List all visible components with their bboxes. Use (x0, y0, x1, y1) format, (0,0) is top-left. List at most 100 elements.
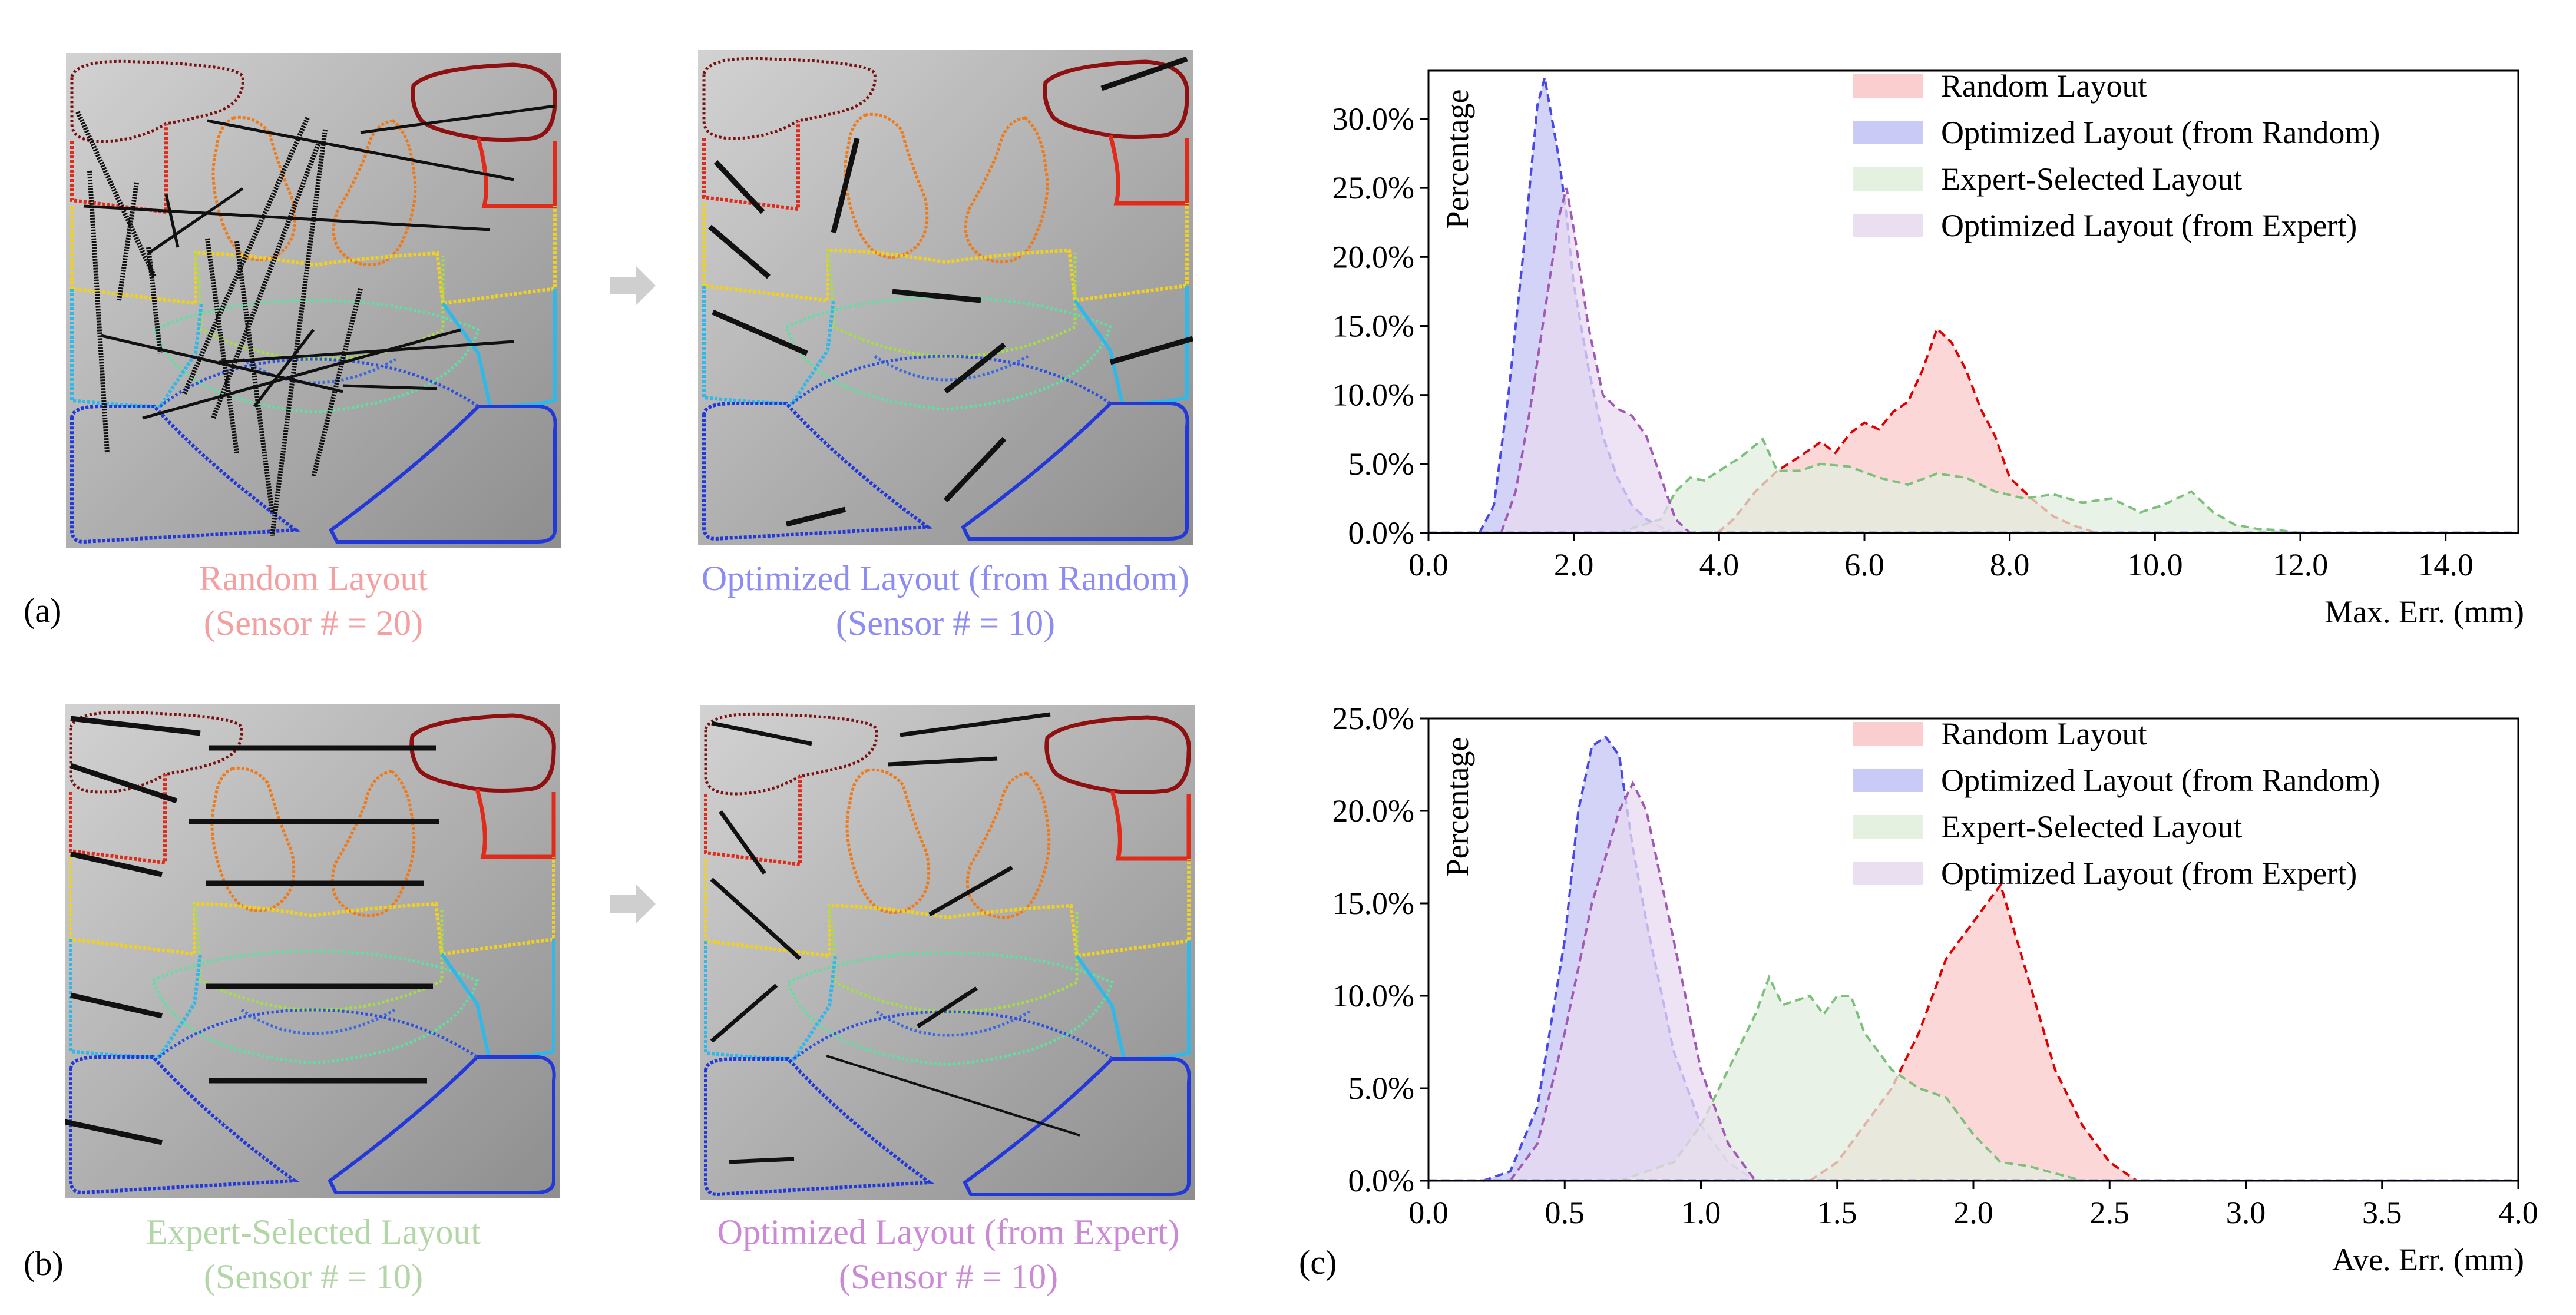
legend-swatch (1853, 769, 1923, 792)
panel-label-a: (a) (24, 591, 62, 630)
sensor-line (70, 763, 178, 804)
legend-swatch (1853, 167, 1923, 191)
sensor-line (147, 187, 244, 255)
max-error-chart: 0.0 2.0 4.0 6.0 8.0 10.0 12.0 14.0 0.0% 5.0% 10.0%… (1332, 68, 2524, 630)
y-tick-label: 15.0% (1332, 309, 1414, 344)
arrow-right-icon (610, 266, 656, 305)
sensor-line (831, 137, 860, 234)
panel-label-c: (c) (1299, 1243, 1337, 1281)
x-tick-label: 0.5 (1545, 1195, 1585, 1230)
expert-layout-subtitle: (Sensor # = 10) (203, 1257, 424, 1296)
sensor-line (1109, 336, 1193, 365)
legend-label: Optimized Layout (from Random) (1941, 763, 2380, 798)
series-line (1809, 882, 2138, 1182)
sensor-line (1100, 56, 1188, 91)
expert-layout-map (65, 704, 560, 1198)
sensor-line (270, 129, 328, 536)
legend-label: Optimized Layout (from Expert) (1941, 208, 2357, 243)
x-tick-label: 2.5 (2090, 1195, 2130, 1230)
x-tick-label: 8.0 (1990, 547, 2030, 582)
sensor-line (342, 384, 438, 390)
sensor-line (943, 436, 1007, 503)
sensor-line (712, 309, 808, 356)
optimized-random-caption: Optimized Layout (from Random) (Sensor #… (654, 556, 1237, 645)
optimized-expert-subtitle: (Sensor # = 10) (838, 1257, 1059, 1296)
x-tick-label: 0.0 (1408, 547, 1449, 582)
optimized-random-subtitle: (Sensor # = 10) (835, 604, 1056, 642)
x-tick-label: 2.0 (1953, 1195, 1993, 1230)
sensor-line (70, 851, 163, 877)
y-tick-label: 30.0% (1332, 101, 1414, 137)
sensor-line (713, 160, 765, 214)
random-layout-title: Random Layout (199, 559, 428, 598)
sensor-line (708, 224, 771, 279)
sensor-line (917, 986, 978, 1028)
sensor-line (928, 865, 1013, 917)
legend-label: Expert-Selected Layout (1941, 161, 2242, 197)
legend-label: Optimized Layout (from Random) (1941, 115, 2380, 150)
sensor-line (181, 117, 310, 396)
x-tick-label: 14.0 (2418, 547, 2474, 582)
average-error-chart: 0.0 0.5 1.0 1.5 2.0 2.5 3.0 3.5 4.0 0.0% 5.0% 10.0%… (1332, 701, 2538, 1277)
sensor-line (219, 340, 514, 364)
x-tick-label: 0.0 (1408, 1195, 1449, 1230)
sensor-line (164, 194, 180, 248)
random-layout-subtitle: (Sensor # = 20) (203, 604, 424, 642)
sensor-line (360, 104, 555, 134)
x-tick-label: 3.0 (2226, 1195, 2266, 1230)
x-tick-label: 10.0 (2127, 547, 2183, 582)
random-layout-map (66, 53, 561, 548)
sensor-line (75, 111, 157, 278)
sensor-line (710, 877, 802, 960)
sensor-line (211, 140, 322, 419)
series-line (1509, 780, 1757, 1182)
sensor-line (892, 289, 981, 303)
panel-label-b: (b) (24, 1244, 64, 1283)
series-line (1500, 187, 1691, 534)
sensor-line (711, 721, 812, 746)
y-tick-label: 25.0% (1332, 701, 1414, 736)
y-tick-label: 10.0% (1332, 377, 1414, 413)
y-axis-label: Percentage (1440, 90, 1475, 229)
sensor-line (70, 992, 163, 1019)
x-tick-label: 3.5 (2362, 1195, 2402, 1230)
legend-label: Optimized Layout (from Expert) (1941, 856, 2357, 891)
y-tick-label: 0.0% (1348, 515, 1414, 551)
x-tick-label: 12.0 (2273, 547, 2329, 582)
series-area (1617, 439, 2300, 533)
legend-label: Random Layout (1941, 716, 2147, 751)
legend-swatch (1853, 722, 1923, 746)
x-tick-label: 4.0 (1699, 547, 1740, 582)
sensor-line (710, 983, 778, 1043)
sensor-line (70, 716, 201, 736)
sensor-line (900, 712, 1051, 737)
sensor-line (65, 1119, 163, 1145)
sensor-line (146, 247, 163, 354)
y-tick-label: 10.0% (1332, 978, 1414, 1013)
arrow-right-icon (610, 885, 656, 923)
y-tick-label: 20.0% (1332, 239, 1414, 274)
series-line (1617, 437, 2301, 534)
optimized-expert-title: Optimized Layout (from Expert) (717, 1213, 1180, 1251)
legend-label: Random Layout (1941, 68, 2147, 104)
x-tick-label: 1.5 (1817, 1195, 1857, 1230)
sensor-line (87, 170, 110, 454)
sensor-line (719, 810, 766, 875)
legend-swatch (1853, 862, 1923, 885)
x-tick-label: 4.0 (2498, 1195, 2538, 1230)
plot-frame (1427, 69, 2519, 534)
y-tick-label: 15.0% (1332, 886, 1414, 921)
expert-layout-caption: Expert-Selected Layout (Sensor # = 10) (66, 1210, 561, 1299)
expert-layout-title: Expert-Selected Layout (146, 1213, 481, 1251)
x-tick-label: 6.0 (1844, 547, 1884, 582)
sensor-line (785, 506, 846, 527)
sensor-line (944, 342, 1006, 394)
optimized-expert-layout-map (700, 705, 1195, 1200)
legend-swatch (1853, 74, 1923, 98)
legend-swatch (1853, 214, 1923, 237)
legend-swatch (1853, 815, 1923, 839)
x-tick-label: 2.0 (1554, 547, 1594, 582)
y-tick-label: 0.0% (1348, 1163, 1414, 1198)
series-line (1619, 974, 2083, 1182)
optimized-random-title: Optimized Layout (from Random) (701, 559, 1190, 598)
